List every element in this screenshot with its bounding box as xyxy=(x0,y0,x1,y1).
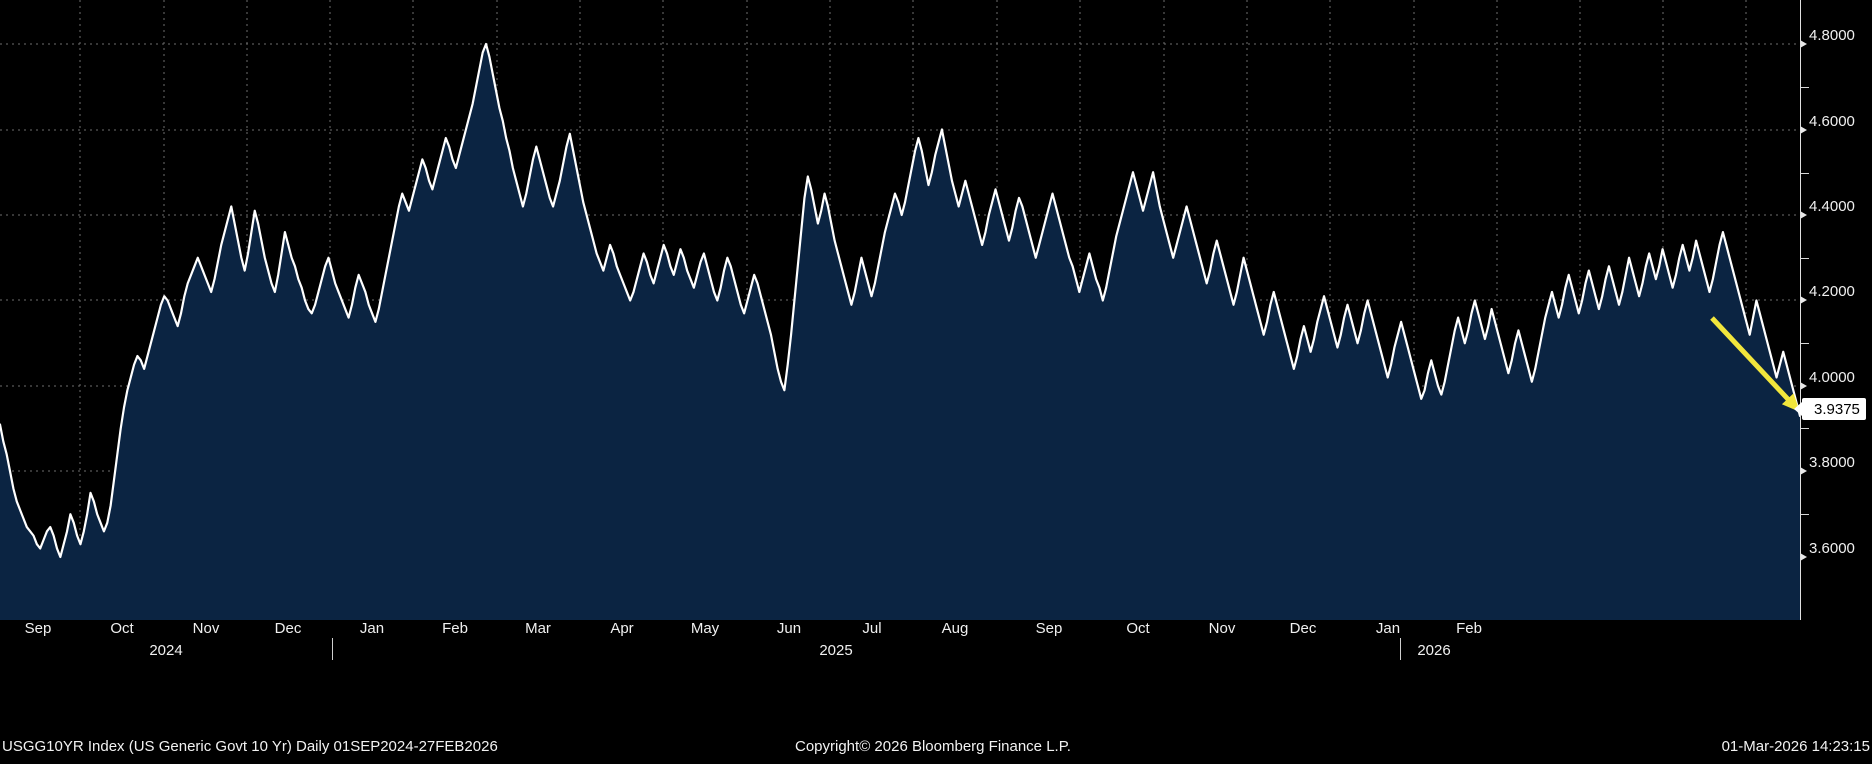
date-axis-label: Mar xyxy=(525,620,551,637)
axis-tick-arrow-icon xyxy=(1800,382,1807,390)
value-axis-minor-tick xyxy=(1800,173,1809,174)
date-axis-label: Jan xyxy=(1375,620,1401,637)
date-axis-label: Sep xyxy=(1035,620,1063,637)
date-axis-label: Feb xyxy=(442,620,468,637)
date-axis-label: Dec xyxy=(274,620,302,637)
value-axis-minor-tick xyxy=(1800,258,1809,259)
value-axis-minor-tick xyxy=(1800,428,1809,429)
series-area-fill xyxy=(0,44,1800,620)
date-axis-label: Jul xyxy=(862,620,882,637)
date-axis-label: Oct xyxy=(110,620,134,637)
axis-tick-arrow-icon xyxy=(1800,553,1807,561)
date-axis-year-label: 2025 xyxy=(819,642,853,659)
date-axis-label: Dec xyxy=(1289,620,1317,637)
date-axis: Sep Oct Nov Dec Jan Feb Mar Apr May Jun Jul Aug Sep O… xyxy=(0,620,1872,680)
date-axis-label: Sep xyxy=(24,620,52,637)
date-axis-year-label: 2026 xyxy=(1417,642,1451,659)
date-axis-label: Feb xyxy=(1456,620,1482,637)
security-description: USGG10YR Index (US Generic Govt 10 Yr) D… xyxy=(2,738,498,755)
price-series-svg xyxy=(0,0,1800,620)
copyright-notice: Copyright© 2026 Bloomberg Finance L.P. xyxy=(795,738,1071,755)
axis-tick-arrow-icon xyxy=(1800,467,1807,475)
date-axis-label: Apr xyxy=(610,620,634,637)
chart-plot-area[interactable] xyxy=(0,0,1800,620)
year-separator xyxy=(1400,638,1401,660)
value-axis: 4.8000 4.6000 4.4000 4.2000 4.0000 3.8000 3.60… xyxy=(1800,0,1872,620)
date-axis-label: Aug xyxy=(941,620,969,637)
date-axis-label: Jun xyxy=(776,620,802,637)
value-axis-minor-tick xyxy=(1800,343,1809,344)
value-axis-minor-tick xyxy=(1800,87,1809,88)
value-axis-spine xyxy=(1800,0,1801,620)
date-axis-label: Nov xyxy=(192,620,220,637)
axis-tick-arrow-icon xyxy=(1800,211,1807,219)
timestamp: 01-Mar-2026 14:23:15 xyxy=(1721,738,1870,755)
date-axis-label: Oct xyxy=(1126,620,1150,637)
last-price-value: 3.9375 xyxy=(1814,400,1860,418)
chart-footer: USGG10YR Index (US Generic Govt 10 Yr) D… xyxy=(0,738,1872,764)
axis-tick-arrow-icon xyxy=(1800,296,1807,304)
axis-tick-arrow-icon xyxy=(1800,126,1807,134)
date-axis-label: Jan xyxy=(359,620,385,637)
date-axis-label: Nov xyxy=(1208,620,1236,637)
trend-arrow-shaft xyxy=(1710,316,1793,404)
year-separator xyxy=(332,638,333,660)
date-axis-year-label: 2024 xyxy=(149,642,183,659)
date-axis-label: May xyxy=(690,620,720,637)
axis-tick-arrow-icon xyxy=(1800,40,1807,48)
series-line xyxy=(0,42,1800,559)
last-price-tag: 3.9375 xyxy=(1794,398,1866,420)
value-axis-minor-tick xyxy=(1800,514,1809,515)
